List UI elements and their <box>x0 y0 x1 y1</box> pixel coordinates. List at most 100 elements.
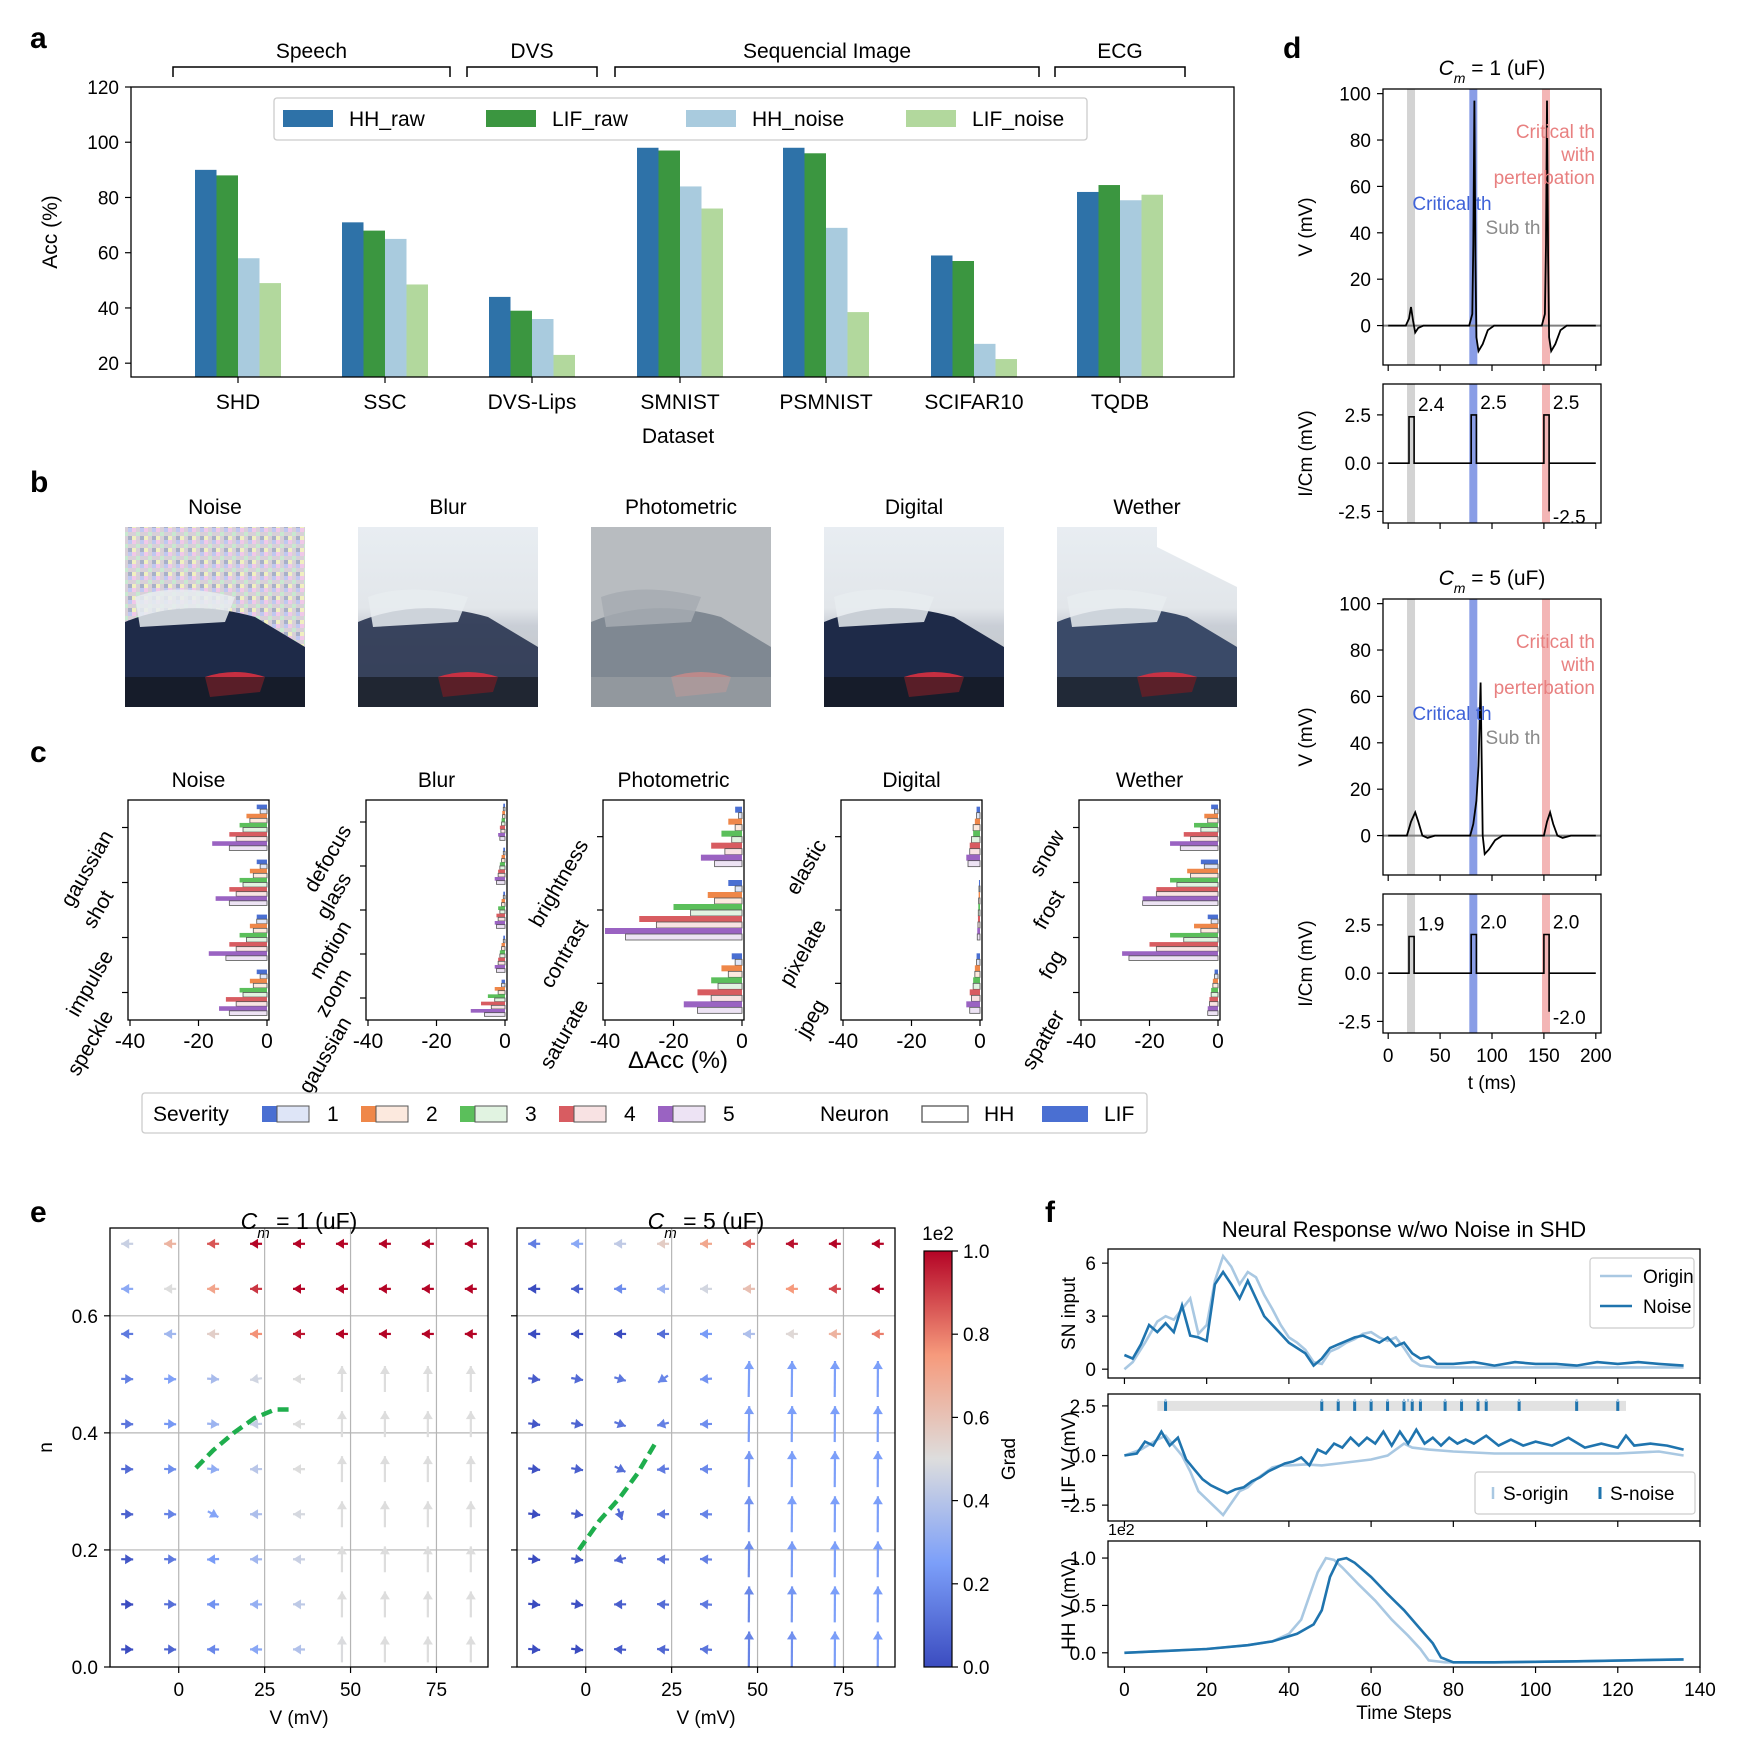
e-arrow-head <box>528 1283 537 1294</box>
colorbar-label: Grad <box>999 1438 1020 1480</box>
e-arrow-head <box>657 1599 666 1610</box>
c-bar-lif-jpeg-sev4 <box>969 989 980 996</box>
c-y-tick-label: frost <box>1029 886 1069 933</box>
c-bar-lif-elastic-sev2 <box>974 818 980 825</box>
c-bar-lif-gaussian-sev2 <box>246 813 267 819</box>
c-bar-lif-fog-sev1 <box>1207 914 1218 920</box>
c-bar-hh-shot-sev4 <box>235 891 268 897</box>
d-band-sub <box>1407 599 1416 875</box>
c-bar-lif-speckle-sev1 <box>256 969 267 975</box>
colorbar-rect <box>923 1250 953 1668</box>
f-legend-snoise: S-noise <box>1610 1484 1674 1505</box>
e-arrow-head <box>336 1411 347 1420</box>
e-phase-cm1: Cm = 1 (uF) 0 25 50 75 0.0 0.2 0.4 0.6 V (mV) n <box>36 1208 489 1729</box>
c-bar-lif-defocus-sev1 <box>503 803 505 808</box>
e-arrow-head <box>379 1456 390 1465</box>
d-x-tick-label: 200 <box>1580 1046 1612 1067</box>
a-legend: HH_raw LIF_raw HH_noise LIF_noise <box>273 97 1088 141</box>
e-x-tick-label: 75 <box>426 1680 447 1701</box>
c-bar-hh-fog-sev2 <box>1200 927 1219 934</box>
c-bar-lif-spatter-sev3 <box>1211 987 1218 993</box>
e-arrow-head <box>531 1463 541 1474</box>
c-subplot-title: Photometric <box>617 769 729 792</box>
c-bar-lif-defocus-sev2 <box>502 811 505 815</box>
c-bar-hh-brightness-sev3 <box>731 836 743 844</box>
c-y-tick-label: speckle <box>63 1007 119 1080</box>
c-bar-lif-gaussian-sev2 <box>494 987 505 991</box>
c-bar-lif-pixelate-sev3 <box>978 904 980 910</box>
panel-label-c: c <box>30 736 47 769</box>
e-arrow-head <box>465 1591 476 1600</box>
e-arrow-head <box>657 1463 666 1474</box>
c-bar-hh-gaussian-sev1 <box>259 808 268 815</box>
c-bar-lif-impulse-sev3 <box>239 932 267 938</box>
c-y-tick-label: saturate <box>535 996 593 1073</box>
e-trajectory <box>194 1407 293 1470</box>
c-bar-lif-saturate-sev2 <box>721 965 742 972</box>
e-title-cm1: Cm = 1 (uF) <box>241 1208 358 1242</box>
c-bar-lif-frost-sev1 <box>1200 859 1218 865</box>
e-arrow-head <box>700 1419 709 1430</box>
a-x-tick-label: PSMNIST <box>779 391 873 414</box>
car-windows <box>368 589 468 627</box>
c-bar-hh-speckle-sev3 <box>242 992 268 998</box>
e-arrow-head <box>250 1328 259 1339</box>
c-bar-lif-jpeg-sev3 <box>973 977 980 984</box>
panel-d-membrane-traces: Cm = 1 (uF) 0 20 40 60 80 100 Sub th Critical th… <box>1296 57 1612 1094</box>
c-subplot-title: Blur <box>418 769 455 792</box>
c-subplot-title: Digital <box>882 769 940 792</box>
c-y-tick-label: spatter <box>1017 1006 1069 1073</box>
bar-hh-noise-scifar10 <box>974 343 996 377</box>
f-origin-line <box>1123 1253 1684 1371</box>
a-y-tick-label: 100 <box>87 133 119 154</box>
d-v-tick-label: 100 <box>1339 595 1371 616</box>
e-arrow-head <box>465 1501 476 1510</box>
c-y-tick-label: pixelate <box>775 916 831 990</box>
c-bar-hh-jpeg-sev1 <box>976 958 981 966</box>
legend-hh: HH <box>984 1103 1014 1126</box>
c-bar-lif-saturate-sev4 <box>697 989 742 996</box>
c-bar-lif-fog-sev5 <box>1122 951 1218 956</box>
c-bar-hh-fog-sev5 <box>1128 955 1219 961</box>
colorbar-tick-label: 0.0 <box>963 1658 989 1679</box>
f-legend-noise: Noise <box>1643 1297 1692 1318</box>
c-bar-hh-fog-sev4 <box>1155 946 1219 952</box>
e-arrow-head <box>871 1328 880 1339</box>
d-v-tick-label: 100 <box>1339 85 1371 106</box>
e-arrow-head <box>125 1644 134 1655</box>
e-arrow-head <box>125 1419 134 1430</box>
c-bar-hh-jpeg-sev4 <box>971 994 981 1002</box>
d-perturb-label: perterbation <box>1494 168 1595 189</box>
c-bar-hh-glass-sev1 <box>502 850 506 856</box>
d-v-axis-label: V (mV) <box>1296 707 1317 766</box>
c-bar-lif-frost-sev4 <box>1156 887 1218 892</box>
legend-severity-1: 1 <box>327 1103 339 1126</box>
a-x-tick-label: SSC <box>363 391 406 414</box>
e-arrow-head <box>379 1591 390 1600</box>
e-arrow-head <box>744 1496 755 1505</box>
e-arrow-head <box>872 1541 883 1550</box>
e-arrow-head <box>293 1283 301 1294</box>
c-bar-lif-contrast-sev1 <box>728 880 742 886</box>
d-i-tick-label: 0.0 <box>1345 964 1371 985</box>
e-arrow-head <box>421 1238 430 1249</box>
c-bar-hh-zoom-sev5 <box>496 968 506 973</box>
c-x-tick-label: 0 <box>974 1030 986 1053</box>
c-bar-hh-contrast-sev4 <box>655 921 743 929</box>
legend-swatch-hh-noise <box>686 110 736 127</box>
d-band-i-perturb <box>1541 384 1550 523</box>
e-x-tick-label: 75 <box>833 1680 854 1701</box>
e-arrow-head <box>786 1631 797 1640</box>
e-arrow-head <box>250 1599 259 1610</box>
f-origin-line <box>1123 1434 1684 1517</box>
e-arrow-head <box>121 1328 130 1339</box>
e-arrow-head <box>207 1554 216 1565</box>
e-arrow-head <box>872 1406 883 1415</box>
f-x-tick-label: 0 <box>1119 1680 1130 1701</box>
f-x-tick-label: 100 <box>1520 1680 1552 1701</box>
c-x-tick-label: -20 <box>421 1030 451 1053</box>
c-bar-hh-contrast-sev1 <box>734 885 743 893</box>
c-y-tick-label: jpeg <box>791 996 831 1043</box>
a-y-axis-ticks: 20 40 60 80 100 120 <box>87 78 131 375</box>
bar-hh-noise-psmnist <box>826 227 848 377</box>
